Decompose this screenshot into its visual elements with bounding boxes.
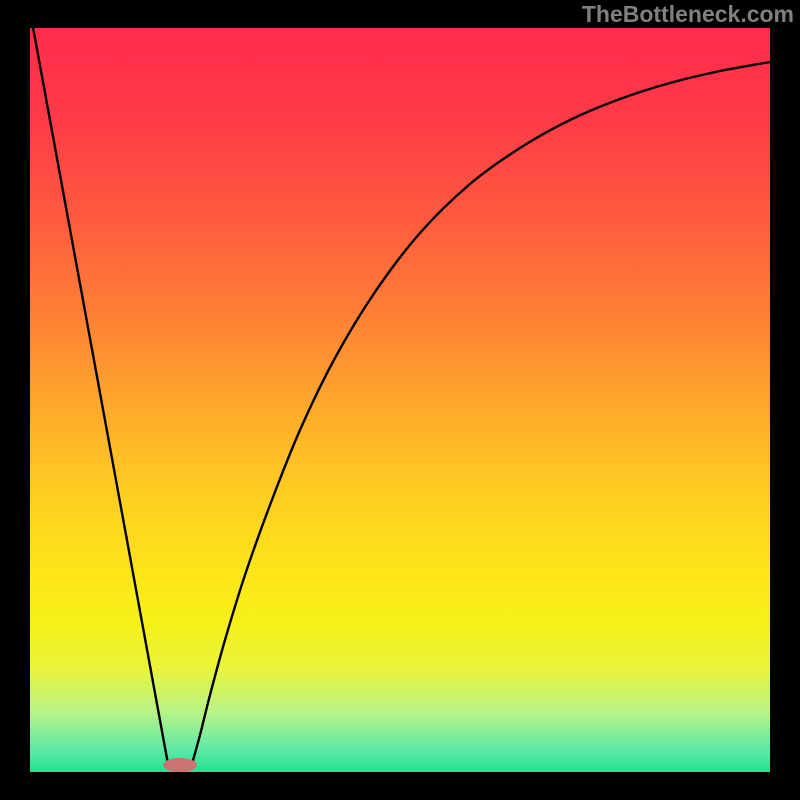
bottleneck-chart [0,0,800,800]
optimal-point-marker [163,758,197,772]
watermark-text: TheBottleneck.com [582,1,794,28]
chart-background-gradient [30,28,770,772]
chart-container: TheBottleneck.com [0,0,800,800]
